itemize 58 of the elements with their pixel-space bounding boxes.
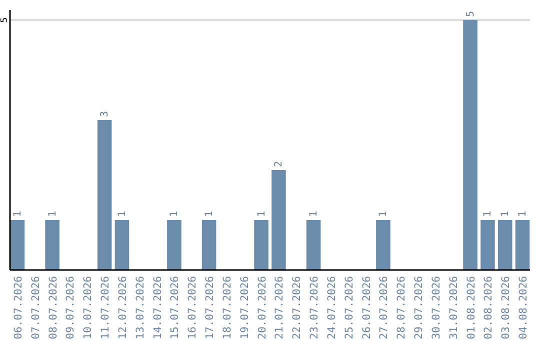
- bar: [10, 220, 25, 270]
- x-tick-label: 17.07.2026: [204, 276, 216, 340]
- bar: [45, 220, 60, 270]
- x-tick-label: 27.07.2026: [378, 276, 390, 340]
- bar: [306, 220, 321, 270]
- bar: [376, 220, 390, 270]
- data-label: 1: [47, 210, 58, 217]
- bar: [97, 120, 112, 270]
- x-tick-label: 02.08.2026: [482, 276, 495, 340]
- data-label: 1: [169, 210, 180, 217]
- data-label: 3: [100, 110, 111, 117]
- data-label: 2: [274, 160, 285, 167]
- data-label: 1: [256, 210, 268, 217]
- x-tick-label: 24.07.2026: [326, 276, 338, 340]
- x-tick-label: 20.07.2026: [256, 276, 268, 340]
- data-label: 1: [116, 210, 128, 217]
- bar: [254, 220, 268, 270]
- x-tick-label: 10.07.2026: [82, 276, 94, 340]
- data-label: 1: [12, 210, 24, 217]
- data-label: 1: [204, 210, 216, 217]
- x-tick-label: 06.07.2026: [12, 276, 24, 340]
- x-tick-label: 09.07.2026: [64, 276, 77, 340]
- x-tick-label: 28.07.2026: [396, 276, 408, 340]
- x-tick-label: 07.07.2026: [30, 276, 42, 340]
- data-label: 1: [500, 210, 512, 217]
- x-tick-label: 22.07.2026: [291, 276, 304, 340]
- data-label: 1: [482, 210, 494, 217]
- data-label: 1: [378, 210, 390, 217]
- x-tick-label: 25.07.2026: [343, 276, 356, 340]
- x-tick-label: 18.07.2026: [221, 276, 234, 340]
- x-tick-label: 12.07.2026: [116, 276, 129, 340]
- bar: [202, 220, 216, 270]
- x-tick-label: 16.07.2026: [186, 276, 199, 340]
- x-tick-label: 01.08.2026: [465, 276, 478, 340]
- x-tick-label: 11.07.2026: [100, 276, 112, 340]
- bar: [114, 220, 130, 270]
- data-label: 1: [308, 210, 320, 217]
- x-tick-label: 30.07.2026: [430, 276, 442, 340]
- x-tick-label: 29.07.2026: [413, 276, 426, 340]
- x-tick-label: 03.08.2026: [500, 276, 512, 340]
- data-label: 1: [518, 210, 529, 217]
- bar: [463, 20, 478, 270]
- bar: [167, 220, 182, 270]
- x-tick-label: 23.07.2026: [308, 276, 321, 340]
- bar: [480, 220, 495, 270]
- bar: [498, 220, 512, 270]
- x-tick-label: 19.07.2026: [238, 276, 251, 340]
- x-tick-label: 13.07.2026: [134, 276, 146, 340]
- bar: [515, 220, 530, 270]
- x-tick-label: 15.07.2026: [169, 276, 182, 340]
- data-label: 5: [465, 10, 476, 17]
- x-tick-label: 21.07.2026: [274, 276, 286, 340]
- x-tick-label: 08.07.2026: [47, 276, 60, 340]
- x-tick-label: 31.07.2026: [448, 276, 460, 340]
- x-tick-label: 14.07.2026: [152, 276, 164, 340]
- x-tick-label: 04.08.2026: [518, 276, 530, 340]
- bar: [272, 170, 286, 270]
- x-tick-label: 26.07.2026: [360, 276, 373, 340]
